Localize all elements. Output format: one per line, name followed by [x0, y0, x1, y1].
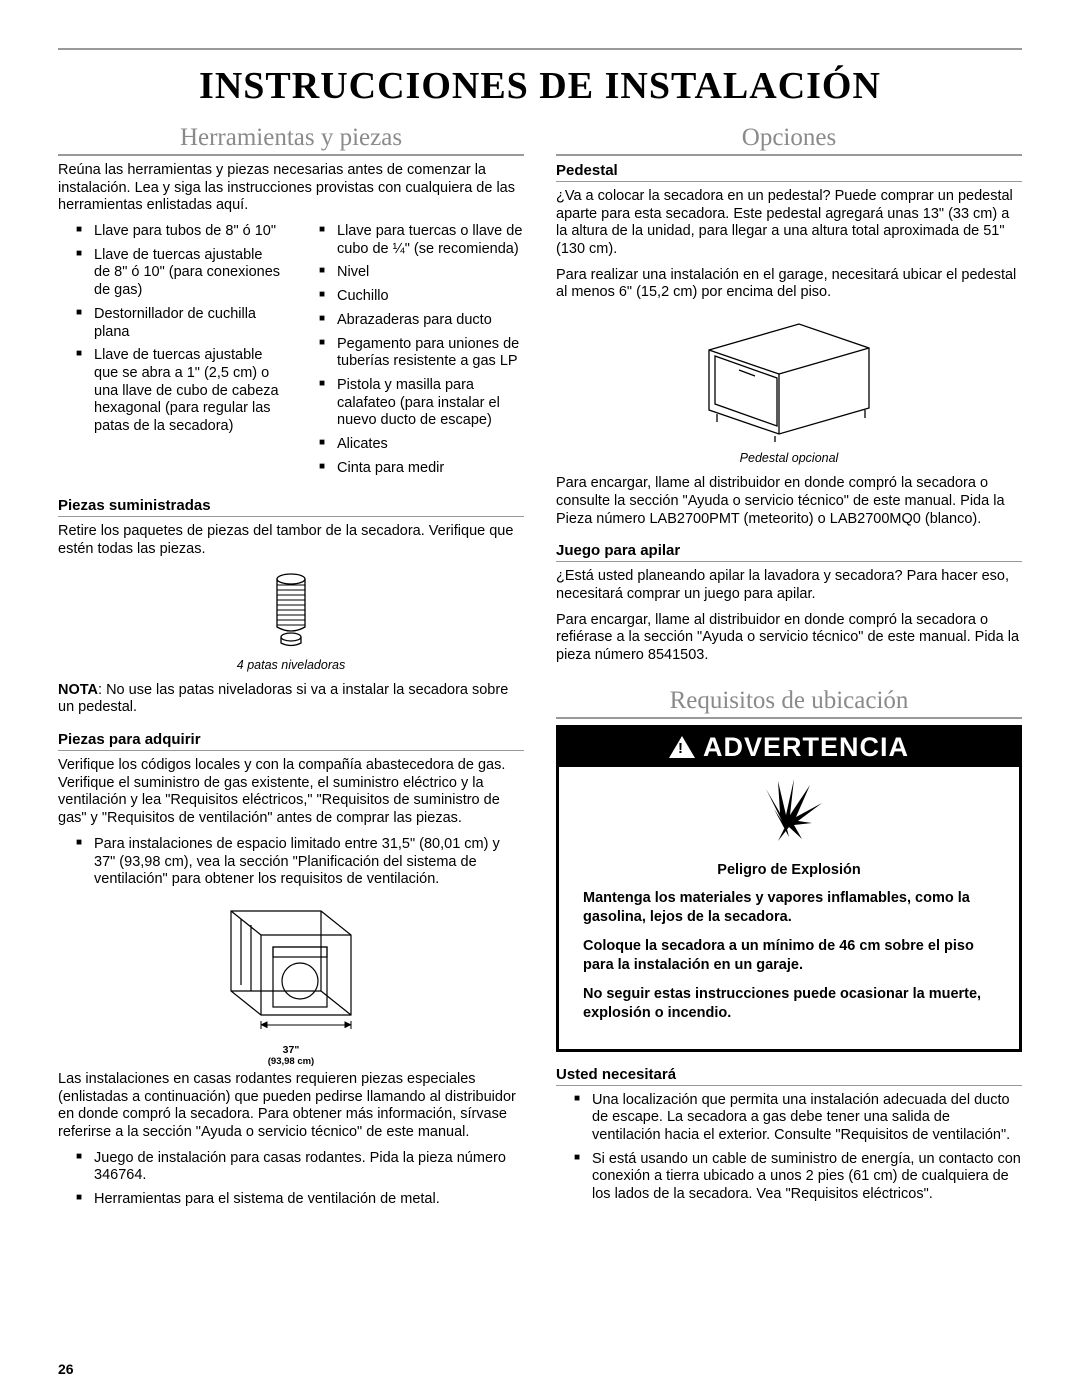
list-item: Herramientas para el sistema de ventilac… [76, 1191, 524, 1209]
list-item: Si está usando un cable de suministro de… [574, 1151, 1022, 1204]
list-item: Pistola y masilla para calafateo (para i… [319, 377, 524, 430]
usted-list: Una localización que permita una instala… [556, 1092, 1022, 1204]
right-column: Opciones Pedestal ¿Va a colocar la secad… [556, 114, 1022, 1215]
fig-closet-install: 37" (93,98 cm) [58, 899, 524, 1067]
juego-p2: Para encargar, llame al distribuidor en … [556, 612, 1022, 665]
warning-p2: Coloque la secadora a un mínimo de 46 cm… [583, 937, 995, 975]
sub-usted-necesitara: Usted necesitará [556, 1066, 1022, 1086]
page-number: 26 [58, 1361, 74, 1377]
warning-header-text: ADVERTENCIA [703, 732, 909, 763]
list-item: Para instalaciones de espacio limitado e… [76, 836, 524, 889]
fig2-dim: 37" [58, 1044, 524, 1056]
two-column-layout: Herramientas y piezas Reúna las herramie… [58, 114, 1022, 1215]
warning-body: Peligro de Explosión Mantenga los materi… [559, 767, 1019, 1049]
sub-piezas-adquirir: Piezas para adquirir [58, 731, 524, 751]
sub-juego-apilar: Juego para apilar [556, 542, 1022, 562]
ped-p2: Para realizar una instalación en el gara… [556, 267, 1022, 302]
sub-pedestal: Pedestal [556, 162, 1022, 182]
intro-text: Reúna las herramientas y piezas necesari… [58, 162, 524, 215]
warning-triangle-icon [669, 736, 695, 758]
tools-two-col: Llave para tubos de 8" ó 10" Llave de tu… [58, 223, 524, 483]
ped-p1: ¿Va a colocar la secadora en un pedestal… [556, 188, 1022, 259]
list-item: Juego de instalación para casas rodantes… [76, 1150, 524, 1185]
top-rule [58, 48, 1022, 50]
fig-leveling-legs [58, 569, 524, 654]
list-item: Abrazaderas para ducto [319, 312, 524, 330]
list-item: Llave para tubos de 8" ó 10" [76, 223, 281, 241]
ped-p3: Para encargar, llame al distribuidor en … [556, 475, 1022, 528]
warning-box: ADVERTENCIA Peligro de Explosión Manteng… [556, 725, 1022, 1052]
section-requisitos-title: Requisitos de ubicación [556, 687, 1022, 719]
list-item: Nivel [319, 264, 524, 282]
piezas-adq-list: Para instalaciones de espacio limitado e… [58, 836, 524, 889]
warning-p1: Mantenga los materiales y vapores inflam… [583, 889, 995, 927]
section-opciones-title: Opciones [556, 124, 1022, 156]
tools-list-2: Llave para tuercas o llave de cubo de ¼"… [301, 223, 524, 483]
fig1-caption: 4 patas niveladoras [58, 658, 524, 672]
left-column: Herramientas y piezas Reúna las herramie… [58, 114, 524, 1215]
fig-pedestal [556, 312, 1022, 447]
list-item: Llave de tuercas ajustable que se abra a… [76, 347, 281, 435]
list-item: Cuchillo [319, 288, 524, 306]
juego-p1: ¿Está usted planeando apilar la lavadora… [556, 568, 1022, 603]
page-title: INSTRUCCIONES DE INSTALACIÓN [58, 64, 1022, 108]
section-herramientas-title: Herramientas y piezas [58, 124, 524, 156]
list-item: Una localización que permita una instala… [574, 1092, 1022, 1145]
tools-list-1: Llave para tubos de 8" ó 10" Llave de tu… [58, 223, 281, 483]
list-item: Pegamento para uniones de tuberías resis… [319, 336, 524, 371]
list-item: Alicates [319, 436, 524, 454]
list-item: Cinta para medir [319, 460, 524, 478]
piezas-sum-text: Retire los paquetes de piezas del tambor… [58, 523, 524, 558]
list-item: Destornillador de cuchilla plana [76, 306, 281, 341]
nota-text: NOTA: No use las patas niveladoras si va… [58, 682, 524, 717]
rodantes-text: Las instalaciones en casas rodantes requ… [58, 1071, 524, 1142]
list-item: Llave para tuercas o llave de cubo de ¼"… [319, 223, 524, 258]
ped-caption: Pedestal opcional [556, 451, 1022, 465]
rodantes-list: Juego de instalación para casas rodantes… [58, 1150, 524, 1209]
piezas-adq-text: Verifique los códigos locales y con la c… [58, 757, 524, 828]
warning-header: ADVERTENCIA [559, 728, 1019, 767]
warning-caption: Peligro de Explosión [583, 861, 995, 880]
fig2-dim-sub: (93,98 cm) [58, 1056, 524, 1067]
warning-p3: No seguir estas instrucciones puede ocas… [583, 985, 995, 1023]
explosion-icon [744, 779, 834, 849]
list-item: Llave de tuercas ajustable de 8" ó 10" (… [76, 247, 281, 300]
sub-piezas-suministradas: Piezas suministradas [58, 497, 524, 517]
